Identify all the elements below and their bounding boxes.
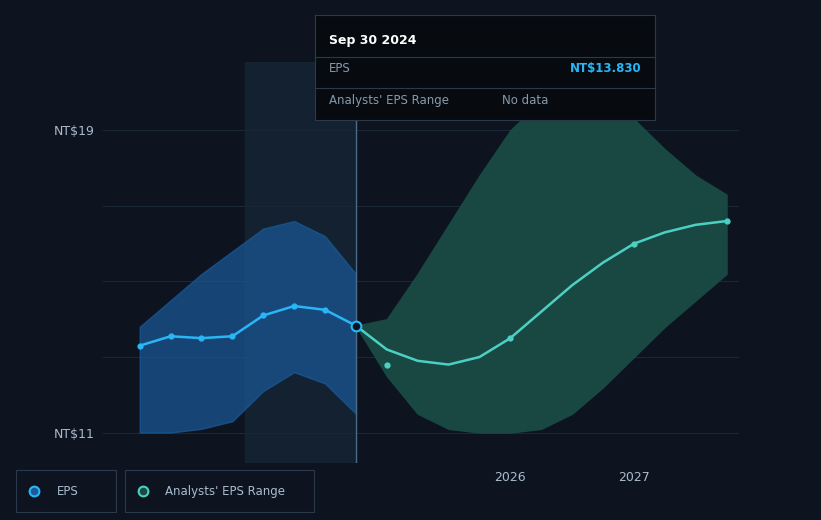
Text: No data: No data	[502, 94, 548, 107]
Text: EPS: EPS	[328, 62, 351, 75]
Text: Analysts Forecasts: Analysts Forecasts	[362, 95, 472, 108]
Text: Sep 30 2024: Sep 30 2024	[328, 34, 416, 47]
Text: Actual: Actual	[315, 95, 352, 108]
Text: Analysts' EPS Range: Analysts' EPS Range	[166, 485, 286, 498]
Text: Analysts' EPS Range: Analysts' EPS Range	[328, 94, 448, 107]
Text: EPS: EPS	[57, 485, 79, 498]
Text: NT$13.830: NT$13.830	[570, 62, 641, 75]
Bar	[245, 62, 355, 463]
FancyBboxPatch shape	[16, 470, 116, 513]
FancyBboxPatch shape	[125, 470, 314, 513]
